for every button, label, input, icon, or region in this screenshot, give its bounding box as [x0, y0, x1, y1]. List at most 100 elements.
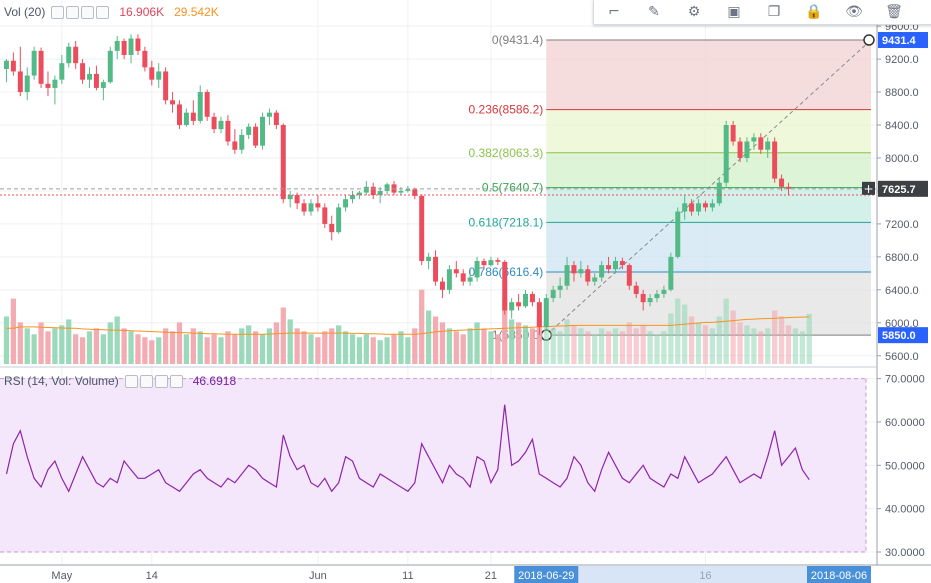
candle-body	[343, 199, 349, 208]
candle-body	[384, 184, 390, 191]
rsi-line	[5, 404, 810, 493]
volume-legend: Vol (20) 16.906K 29.542K	[4, 5, 219, 19]
fib-level-label: 0.5(7640.7)	[482, 181, 543, 195]
volume-bar	[682, 304, 688, 364]
volume-bar	[758, 331, 764, 364]
candle-body	[329, 223, 335, 233]
price-tick-label: 8800.0	[885, 87, 919, 99]
candle-body	[709, 203, 715, 208]
candle-body	[190, 112, 196, 121]
price-tag	[878, 327, 928, 344]
volume-bar	[322, 331, 328, 364]
candle-body	[87, 73, 92, 80]
candle-body	[737, 141, 743, 158]
candle-body	[31, 50, 37, 76]
price-tick-label: 8400.0	[885, 120, 919, 132]
candle-body	[183, 112, 189, 126]
time-tick-label: 11	[402, 570, 413, 582]
volume-bar	[799, 331, 805, 364]
volume-bar	[197, 331, 203, 364]
volume-bar	[377, 340, 383, 364]
legend-toggle-icon[interactable]	[124, 374, 138, 388]
fib-zone	[546, 152, 871, 188]
volume-bar	[765, 328, 771, 364]
candle-body	[647, 298, 653, 303]
volume-bar	[550, 328, 556, 364]
candle-body	[716, 182, 722, 204]
volume-bars	[3, 289, 812, 364]
candle-body	[779, 178, 785, 187]
candle-body	[523, 293, 528, 307]
volume-bar	[605, 331, 612, 364]
candle-body	[128, 38, 134, 55]
legend-settings-icon[interactable]	[139, 374, 153, 388]
drawing-tool-icon[interactable]: ⌐	[608, 4, 620, 20]
candle-body	[626, 265, 632, 286]
price-tag	[878, 32, 928, 49]
legend-add-icon[interactable]	[154, 374, 168, 388]
rsi-panel	[0, 378, 867, 553]
volume-bar	[52, 328, 58, 364]
legend-settings-icon[interactable]	[66, 5, 80, 19]
volume-bar	[128, 331, 134, 364]
price-tick-label: 6000.0	[885, 318, 919, 330]
volume-bar	[183, 334, 190, 364]
fibonacci-retracement[interactable]: 0(9431.4) 0.236(8586.2) 0.382(8063.3) 0.5(7…	[469, 33, 875, 342]
volume-bar	[730, 310, 736, 364]
volume-bar	[349, 334, 356, 364]
candle-body	[59, 63, 65, 80]
legend-toggle-icon[interactable]	[51, 5, 65, 19]
volume-bar	[751, 328, 757, 364]
candle-body	[322, 207, 328, 224]
volume-bar	[204, 337, 210, 364]
volume-bar	[398, 331, 404, 364]
volume-bar	[571, 325, 577, 364]
volume-bar	[259, 334, 266, 364]
add-alert-icon[interactable]	[862, 181, 875, 195]
volume-bar	[169, 331, 176, 364]
volume-bar	[737, 322, 743, 364]
time-range-highlight	[548, 566, 808, 583]
template-icon[interactable]: ▣	[727, 4, 741, 20]
candle-body	[675, 211, 681, 257]
candle-body	[765, 141, 771, 150]
candle-body	[529, 293, 535, 303]
time-highlight-label: 2018-06-29	[518, 570, 574, 582]
clone-icon[interactable]: ❐	[767, 4, 781, 20]
volume-bar	[336, 325, 342, 364]
time-tick-label: 14	[146, 570, 158, 582]
volume-bar	[45, 331, 51, 364]
fib-zone	[546, 187, 871, 223]
price-tag-label: 5850.0	[882, 330, 916, 342]
volume-bar	[515, 322, 522, 364]
color-picker-icon[interactable]: ✎	[648, 4, 660, 20]
trash-icon[interactable]: 🗑	[885, 4, 903, 20]
candle-body	[585, 269, 591, 282]
rsi-tick-label: 70.0000	[885, 374, 925, 386]
volume-bar	[702, 325, 709, 364]
volume-bar	[252, 331, 259, 364]
candle-body	[17, 71, 23, 93]
legend-add-icon[interactable]	[81, 5, 95, 19]
candle-body	[654, 293, 660, 299]
volume-bar	[543, 322, 549, 364]
volume-bar	[59, 325, 65, 364]
legend-more-icon[interactable]	[96, 5, 110, 19]
lock-icon[interactable]: 🔒	[805, 4, 823, 20]
candle-body	[114, 40, 120, 51]
volume-legend-name: Vol (20)	[4, 5, 46, 19]
legend-more-icon[interactable]	[169, 374, 183, 388]
candle-body	[52, 79, 58, 88]
volume-bar	[287, 319, 293, 364]
volume-bar	[121, 328, 127, 364]
volume-bar	[163, 328, 169, 364]
chart-overlays	[0, 188, 876, 368]
settings-gear-icon[interactable]: ⚙	[687, 4, 701, 20]
volume-bar	[592, 334, 598, 364]
visibility-eye-icon[interactable]: 👁	[845, 4, 863, 20]
candle-body	[260, 116, 266, 146]
volume-bar	[599, 328, 605, 364]
volume-bar	[405, 337, 411, 364]
volume-bar	[114, 316, 120, 364]
